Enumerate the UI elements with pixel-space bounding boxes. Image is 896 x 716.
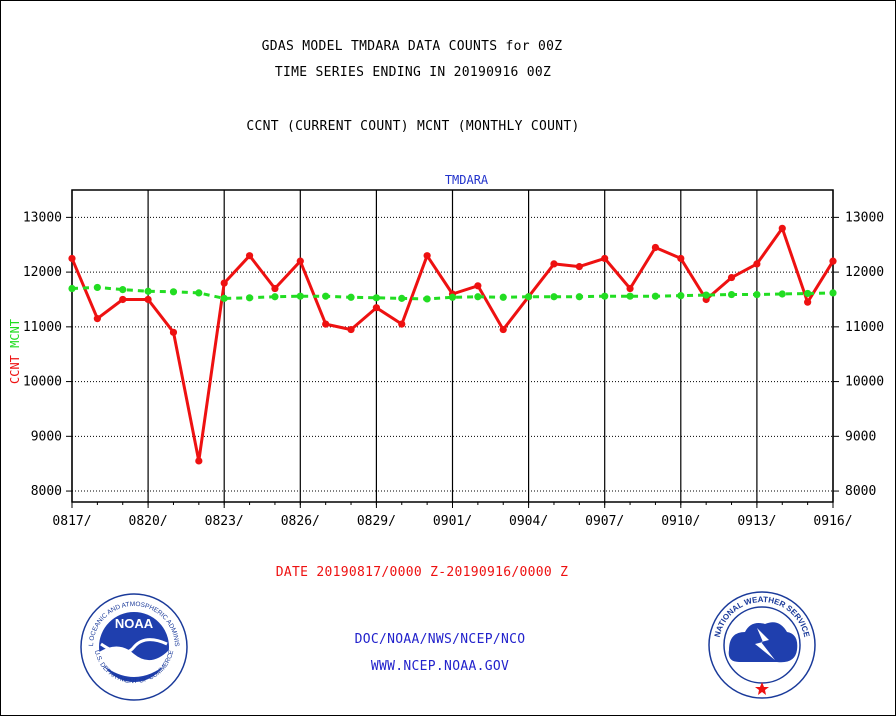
data-point-mcnt bbox=[271, 293, 279, 301]
website-label: WWW.NCEP.NOAA.GOV bbox=[370, 659, 510, 674]
x-tick-label: 0823/ bbox=[205, 514, 244, 529]
data-point-mcnt bbox=[727, 290, 736, 299]
data-point-mcnt bbox=[626, 292, 634, 300]
y-tick-label-left: 13000 bbox=[23, 210, 62, 225]
data-point-ccnt bbox=[753, 260, 761, 268]
data-point-ccnt bbox=[423, 252, 431, 260]
x-tick-label: 0910/ bbox=[661, 514, 700, 529]
data-point-mcnt bbox=[372, 294, 380, 302]
y-tick-label-right: 11000 bbox=[845, 320, 884, 335]
chart-subtitle: CCNT (CURRENT COUNT) MCNT (MONTHLY COUNT… bbox=[246, 119, 580, 134]
mcnt-axis-label: MCNT bbox=[8, 319, 22, 348]
y-tick-label-left: 8000 bbox=[31, 484, 62, 499]
data-point-ccnt bbox=[372, 304, 380, 312]
y-tick-label-right: 10000 bbox=[845, 375, 884, 390]
y-tick-label-right: 8000 bbox=[845, 484, 876, 499]
data-point-mcnt bbox=[753, 290, 761, 299]
noaa-logo-text: NOAA bbox=[115, 616, 154, 631]
x-tick-label: 0913/ bbox=[737, 514, 776, 529]
x-tick-label: 0907/ bbox=[585, 514, 624, 529]
data-point-ccnt bbox=[677, 254, 685, 263]
y-tick-label-left: 12000 bbox=[23, 265, 62, 280]
data-point-mcnt bbox=[677, 292, 685, 300]
data-point-ccnt bbox=[474, 282, 482, 290]
x-tick-label: 0904/ bbox=[509, 514, 548, 529]
data-point-ccnt bbox=[144, 295, 152, 304]
data-point-ccnt bbox=[575, 263, 583, 271]
y-tick-label-left: 11000 bbox=[23, 320, 62, 335]
data-point-mcnt bbox=[169, 288, 178, 296]
y-tick-label-right: 9000 bbox=[845, 429, 876, 444]
data-point-mcnt bbox=[778, 290, 786, 298]
data-point-mcnt bbox=[322, 292, 330, 300]
org-path-label: DOC/NOAA/NWS/NCEP/NCO bbox=[354, 632, 526, 647]
data-point-ccnt bbox=[322, 320, 330, 328]
data-point-ccnt bbox=[220, 279, 228, 287]
data-point-mcnt bbox=[119, 286, 127, 294]
data-point-mcnt bbox=[601, 292, 609, 300]
x-tick-label: 0829/ bbox=[357, 514, 396, 529]
y-tick-label-left: 10000 bbox=[23, 375, 62, 390]
data-point-mcnt bbox=[144, 287, 152, 295]
data-point-mcnt bbox=[499, 293, 507, 301]
chart-title-line1: GDAS MODEL TMDARA DATA COUNTS for 00Z bbox=[261, 39, 563, 54]
data-point-mcnt bbox=[651, 292, 660, 300]
data-point-ccnt bbox=[245, 252, 254, 260]
data-point-mcnt bbox=[347, 293, 355, 301]
data-point-mcnt bbox=[220, 294, 228, 302]
data-point-ccnt bbox=[271, 284, 279, 293]
data-point-ccnt bbox=[829, 257, 837, 265]
data-point-ccnt bbox=[601, 254, 609, 263]
data-point-mcnt bbox=[550, 293, 558, 301]
data-point-mcnt bbox=[448, 293, 457, 301]
x-tick-label: 0916/ bbox=[813, 514, 852, 529]
data-point-ccnt bbox=[499, 325, 507, 334]
x-tick-label: 0820/ bbox=[129, 514, 168, 529]
data-point-ccnt bbox=[398, 320, 406, 328]
chart-title-line2: TIME SERIES ENDING IN 20190916 00Z bbox=[274, 65, 552, 80]
data-point-ccnt bbox=[347, 325, 355, 334]
data-point-mcnt bbox=[245, 294, 254, 302]
y-tick-label-right: 13000 bbox=[845, 210, 884, 225]
x-tick-label: 0826/ bbox=[281, 514, 320, 529]
data-point-mcnt bbox=[804, 289, 812, 298]
data-point-mcnt bbox=[93, 283, 101, 292]
data-point-mcnt bbox=[702, 291, 710, 299]
x-tick-label: 0817/ bbox=[52, 514, 91, 529]
x-tick-label: 0901/ bbox=[433, 514, 472, 529]
y-tick-label-right: 12000 bbox=[845, 265, 884, 280]
data-point-ccnt bbox=[169, 328, 178, 336]
data-point-ccnt bbox=[68, 254, 76, 263]
data-point-mcnt bbox=[575, 293, 583, 301]
data-point-mcnt bbox=[68, 284, 76, 293]
data-point-ccnt bbox=[119, 295, 127, 304]
data-point-ccnt bbox=[93, 315, 101, 323]
y-axis-label: CCNT MCNT bbox=[8, 319, 22, 384]
date-range-label: DATE 20190817/0000 Z-20190916/0000 Z bbox=[275, 565, 569, 580]
data-point-ccnt bbox=[804, 298, 812, 306]
y-tick-label-left: 9000 bbox=[31, 429, 62, 444]
data-point-mcnt bbox=[398, 294, 406, 302]
data-point-ccnt bbox=[195, 457, 203, 465]
noaa-logo: NOAA NATIONAL OCEANIC AND ATMOSPHERIC AD… bbox=[79, 592, 188, 701]
plot-title: TMDARA bbox=[445, 173, 489, 187]
data-point-mcnt bbox=[474, 293, 482, 301]
data-point-ccnt bbox=[296, 257, 304, 265]
data-point-ccnt bbox=[727, 273, 736, 282]
data-point-mcnt bbox=[296, 292, 304, 300]
nws-logo: NATIONAL WEATHER SERVICE bbox=[708, 591, 816, 699]
data-point-ccnt bbox=[626, 284, 634, 293]
data-point-ccnt bbox=[550, 260, 558, 268]
data-point-ccnt bbox=[651, 243, 660, 252]
data-point-mcnt bbox=[195, 289, 203, 297]
ccnt-axis-label: CCNT bbox=[8, 348, 22, 384]
data-point-mcnt bbox=[423, 295, 431, 303]
data-point-mcnt bbox=[829, 289, 837, 297]
data-point-ccnt bbox=[778, 224, 786, 232]
data-point-mcnt bbox=[525, 293, 533, 301]
